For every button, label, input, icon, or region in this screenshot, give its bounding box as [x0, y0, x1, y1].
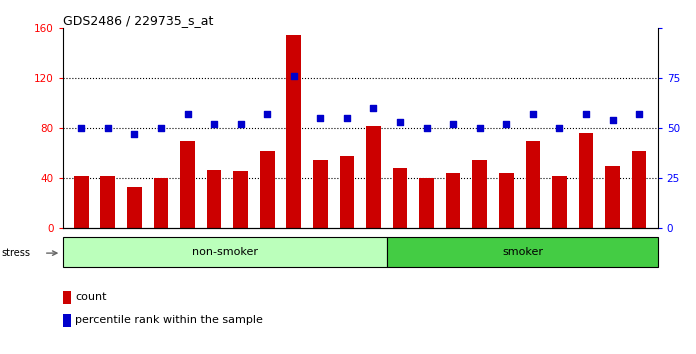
- Bar: [180, 141, 195, 228]
- Point: [262, 112, 273, 117]
- Point: [155, 126, 166, 131]
- Point: [102, 126, 113, 131]
- Bar: [606, 166, 620, 228]
- Bar: [552, 176, 567, 228]
- Bar: [233, 171, 248, 228]
- Bar: [207, 170, 221, 228]
- Bar: [632, 151, 647, 228]
- Bar: [387, 237, 658, 267]
- Point: [554, 126, 565, 131]
- Point: [580, 112, 592, 117]
- Point: [341, 115, 352, 121]
- Point: [474, 126, 485, 131]
- Text: non-smoker: non-smoker: [192, 247, 258, 257]
- Bar: [260, 151, 274, 228]
- Bar: [313, 160, 328, 228]
- Point: [395, 120, 406, 125]
- Point: [235, 121, 246, 127]
- Text: count: count: [75, 292, 106, 302]
- Text: stress: stress: [1, 248, 31, 258]
- Bar: [74, 176, 88, 228]
- Bar: [578, 133, 593, 228]
- Point: [288, 74, 299, 79]
- Point: [607, 118, 618, 123]
- Point: [421, 126, 432, 131]
- Point: [368, 105, 379, 111]
- Bar: [63, 237, 387, 267]
- Bar: [525, 141, 540, 228]
- Point: [633, 112, 644, 117]
- Bar: [393, 169, 407, 228]
- Bar: [366, 126, 381, 228]
- Bar: [127, 187, 142, 228]
- Bar: [499, 173, 514, 228]
- Point: [448, 121, 459, 127]
- Bar: [154, 178, 168, 228]
- Point: [182, 112, 193, 117]
- Bar: [419, 178, 434, 228]
- Text: smoker: smoker: [502, 247, 543, 257]
- Text: GDS2486 / 229735_s_at: GDS2486 / 229735_s_at: [63, 14, 213, 27]
- Bar: [100, 176, 115, 228]
- Bar: [287, 35, 301, 228]
- Point: [76, 126, 87, 131]
- Text: percentile rank within the sample: percentile rank within the sample: [75, 315, 263, 325]
- Bar: [340, 156, 354, 228]
- Point: [129, 131, 140, 137]
- Point: [528, 112, 539, 117]
- Point: [500, 121, 512, 127]
- Point: [209, 121, 220, 127]
- Point: [315, 115, 326, 121]
- Bar: [446, 173, 461, 228]
- Bar: [473, 160, 487, 228]
